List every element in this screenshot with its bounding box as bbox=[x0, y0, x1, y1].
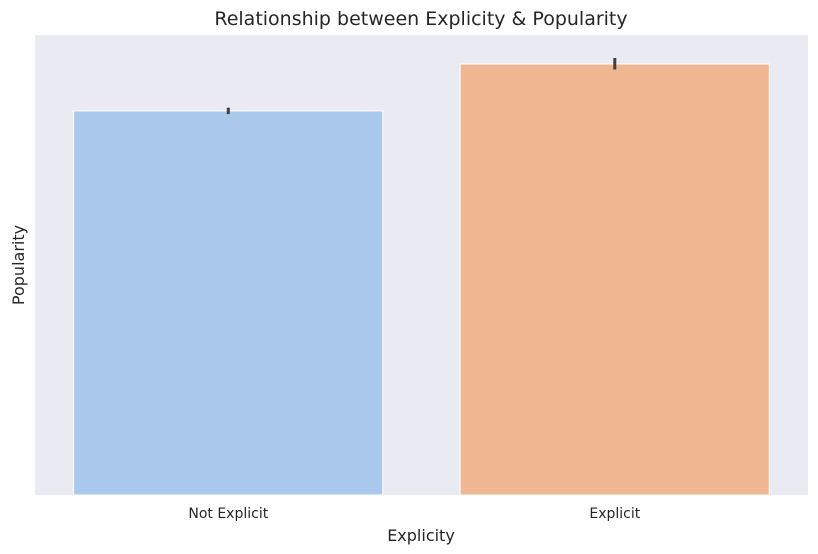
x-tick-label: Not Explicit bbox=[188, 506, 268, 522]
chart-title: Relationship between Explicity & Popular… bbox=[214, 8, 627, 30]
y-axis-label: Popularity bbox=[9, 225, 28, 305]
x-axis-label: Explicity bbox=[387, 526, 455, 545]
x-tick-label: Explicit bbox=[589, 506, 640, 522]
x-tick-labels: Not Explicit Explicit bbox=[188, 506, 640, 522]
bar-explicit bbox=[459, 63, 770, 496]
bar-not-explicit bbox=[73, 110, 384, 496]
bars bbox=[73, 63, 770, 496]
error-bars bbox=[226, 58, 617, 115]
